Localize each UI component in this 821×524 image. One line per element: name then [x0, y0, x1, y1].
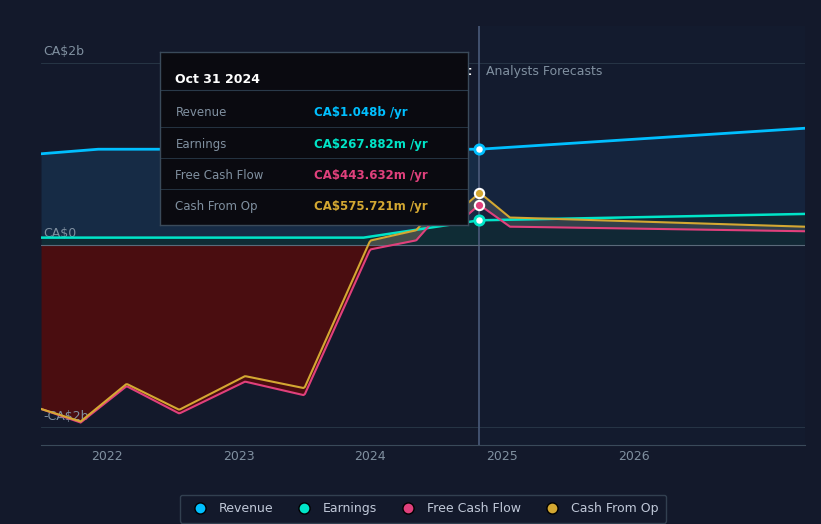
Point	[473, 216, 486, 224]
Text: CA$575.721m /yr: CA$575.721m /yr	[314, 200, 428, 213]
Text: CA$267.882m /yr: CA$267.882m /yr	[314, 137, 428, 150]
Text: CA$1.048b /yr: CA$1.048b /yr	[314, 106, 408, 119]
Legend: Revenue, Earnings, Free Cash Flow, Cash From Op: Revenue, Earnings, Free Cash Flow, Cash …	[180, 495, 666, 523]
Text: Earnings: Earnings	[176, 137, 227, 150]
Text: -CA$2b: -CA$2b	[44, 410, 89, 423]
Text: Past: Past	[443, 66, 473, 78]
Text: CA$443.632m /yr: CA$443.632m /yr	[314, 169, 428, 182]
Text: Free Cash Flow: Free Cash Flow	[176, 169, 264, 182]
Text: CA$0: CA$0	[44, 227, 77, 241]
Text: Revenue: Revenue	[176, 106, 227, 119]
Text: Cash From Op: Cash From Op	[176, 200, 258, 213]
Point	[473, 201, 486, 209]
Point	[473, 145, 486, 154]
Text: Oct 31 2024: Oct 31 2024	[176, 73, 260, 86]
Bar	[479, 26, 805, 445]
Point	[473, 188, 486, 196]
Text: CA$2b: CA$2b	[44, 45, 85, 58]
Text: Analysts Forecasts: Analysts Forecasts	[486, 66, 603, 78]
